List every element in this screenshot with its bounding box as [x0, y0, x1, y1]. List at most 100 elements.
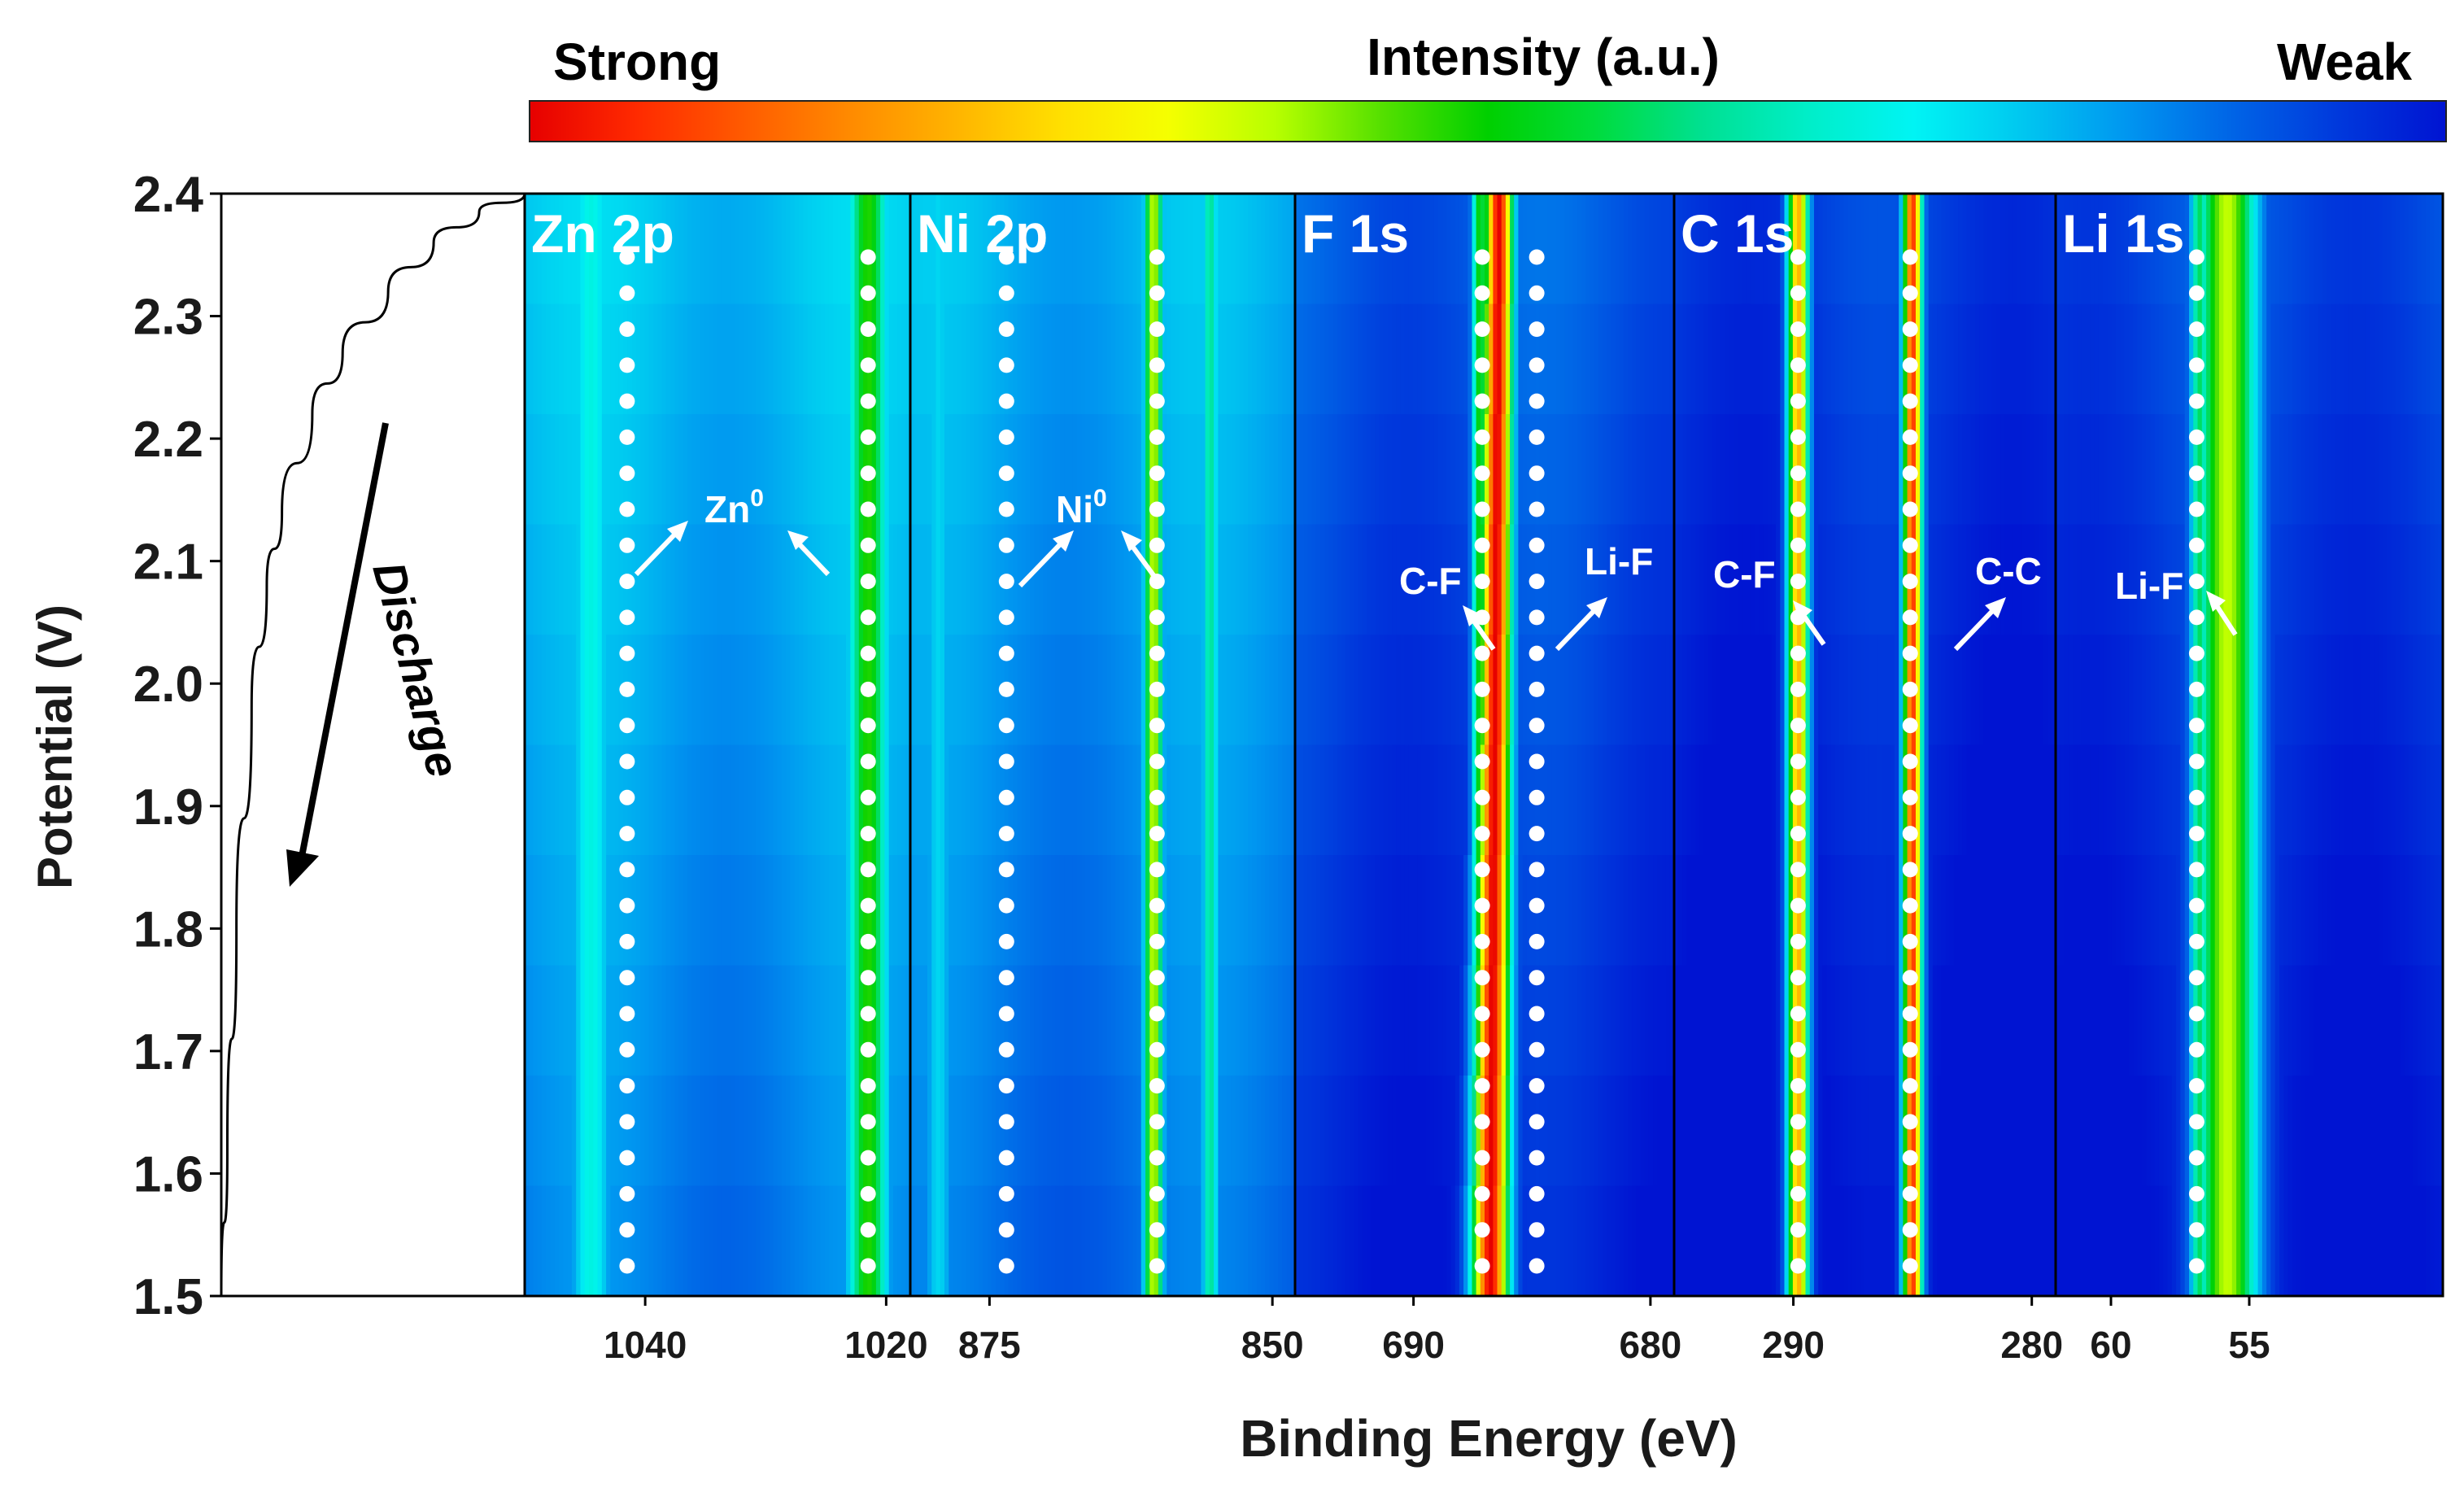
heatmap-cell: [769, 744, 774, 856]
heatmap-cell: [670, 1076, 676, 1187]
heatmap-cell: [2400, 635, 2405, 746]
heatmap-cell: [1577, 855, 1582, 967]
heatmap-cell: [2051, 303, 2056, 415]
heatmap-cell: [1611, 965, 1616, 1076]
dotted-line-dot: [2188, 321, 2205, 338]
heatmap-cell: [1669, 1185, 1675, 1297]
heatmap-cell: [922, 635, 928, 746]
heatmap-cell: [1299, 524, 1305, 635]
heatmap-cell: [674, 965, 680, 1076]
dotted-line-dot: [2188, 645, 2205, 661]
heatmap-cell: [1375, 303, 1380, 415]
heatmap-cell: [1890, 194, 1895, 305]
heatmap-cell: [2090, 965, 2095, 1076]
heatmap-cell: [2060, 1185, 2065, 1297]
heatmap-cell: [2327, 855, 2332, 967]
heatmap-cell: [644, 303, 650, 415]
heatmap-cell: [1839, 1185, 1845, 1297]
heatmap-cell: [1648, 414, 1654, 526]
heatmap-cell: [833, 1076, 839, 1187]
annotation-arrow-head: [1793, 600, 1812, 622]
heatmap-cell: [563, 303, 569, 415]
heatmap-cell: [1442, 965, 1448, 1076]
heatmap-cell: [949, 1076, 954, 1187]
heatmap-cell: [922, 303, 928, 415]
heatmap-cell: [811, 1185, 817, 1297]
heatmap-cell: [1949, 635, 1955, 746]
dotted-line-dot: [1149, 393, 1165, 409]
heatmap-cell: [1759, 1185, 1764, 1297]
heatmap-cell: [2374, 1185, 2379, 1297]
heatmap-cell: [696, 635, 701, 746]
heatmap-cell: [769, 524, 774, 635]
heatmap-cell: [1472, 1076, 1477, 1187]
heatmap-cell: [722, 744, 727, 856]
heatmap-cell: [2227, 524, 2233, 635]
dotted-line-dot: [860, 933, 876, 949]
dotted-line-dot: [1474, 249, 1490, 265]
heatmap-cell: [1286, 303, 1292, 415]
heatmap-cell: [1830, 855, 1836, 967]
heatmap-cell: [1371, 194, 1376, 305]
heatmap-cell: [550, 855, 556, 967]
heatmap-cell: [2340, 194, 2345, 305]
heatmap-cell: [2146, 965, 2152, 1076]
heatmap-cell: [1188, 1185, 1193, 1297]
heatmap-cell: [1404, 855, 1410, 967]
heatmap-cell: [1742, 744, 1747, 856]
heatmap-cell: [1543, 1076, 1549, 1187]
heatmap-cell: [786, 1185, 792, 1297]
heatmap-cell: [1337, 855, 1342, 967]
heatmap-cell: [1839, 635, 1845, 746]
heatmap-cell: [567, 1185, 573, 1297]
heatmap-cell: [653, 524, 659, 635]
heatmap-cell: [1780, 194, 1786, 305]
heatmap-cell: [1273, 635, 1279, 746]
heatmap-cell: [2249, 303, 2255, 415]
heatmap-cell: [1514, 1076, 1520, 1187]
heatmap-cell: [2296, 414, 2302, 526]
heatmap-cell: [2219, 744, 2225, 856]
heatmap-cell: [546, 635, 552, 746]
heatmap-cell: [2056, 524, 2061, 635]
heatmap-cell: [1518, 524, 1524, 635]
heatmap-cell: [1809, 1076, 1815, 1187]
heatmap-cell: [794, 1185, 800, 1297]
heatmap-cell: [2244, 524, 2250, 635]
heatmap-cell: [1286, 1185, 1292, 1297]
heatmap-cell: [1315, 855, 1321, 967]
heatmap-cell: [1941, 194, 1947, 305]
heatmap-cell: [1826, 744, 1832, 856]
heatmap-cell: [927, 744, 933, 856]
heatmap-cell: [1682, 855, 1688, 967]
heatmap-cell: [811, 965, 817, 1076]
heatmap-cell: [1531, 194, 1536, 305]
heatmap-cell: [2287, 635, 2293, 746]
heatmap-cell: [1686, 524, 1692, 635]
heatmap-cell: [1231, 194, 1236, 305]
heatmap-cell: [820, 524, 826, 635]
heatmap-cell: [2266, 414, 2272, 526]
heatmap-cell: [687, 303, 693, 415]
heatmap-cell: [2227, 965, 2233, 1076]
heatmap-cell: [1695, 303, 1701, 415]
heatmap-cell: [1886, 1185, 1891, 1297]
heatmap-cell: [1590, 1076, 1595, 1187]
heatmap-cell: [1636, 855, 1642, 967]
heatmap-cell: [2425, 855, 2431, 967]
heatmap-cell: [593, 303, 599, 415]
heatmap-cell: [799, 194, 805, 305]
heatmap-cell: [820, 194, 826, 305]
heatmap-cell: [1814, 194, 1819, 305]
dotted-line-dot: [1149, 789, 1165, 805]
heatmap-cell: [1577, 194, 1582, 305]
dotted-line-dot: [619, 1114, 635, 1130]
heatmap-cell: [1526, 524, 1532, 635]
dotted-line-dot: [2188, 1006, 2205, 1022]
heatmap-cell: [1607, 744, 1612, 856]
heatmap-cell: [2128, 965, 2134, 1076]
heatmap-cell: [1665, 194, 1671, 305]
dotted-line-dot: [1902, 1041, 1918, 1058]
heatmap-cell: [2244, 965, 2250, 1076]
